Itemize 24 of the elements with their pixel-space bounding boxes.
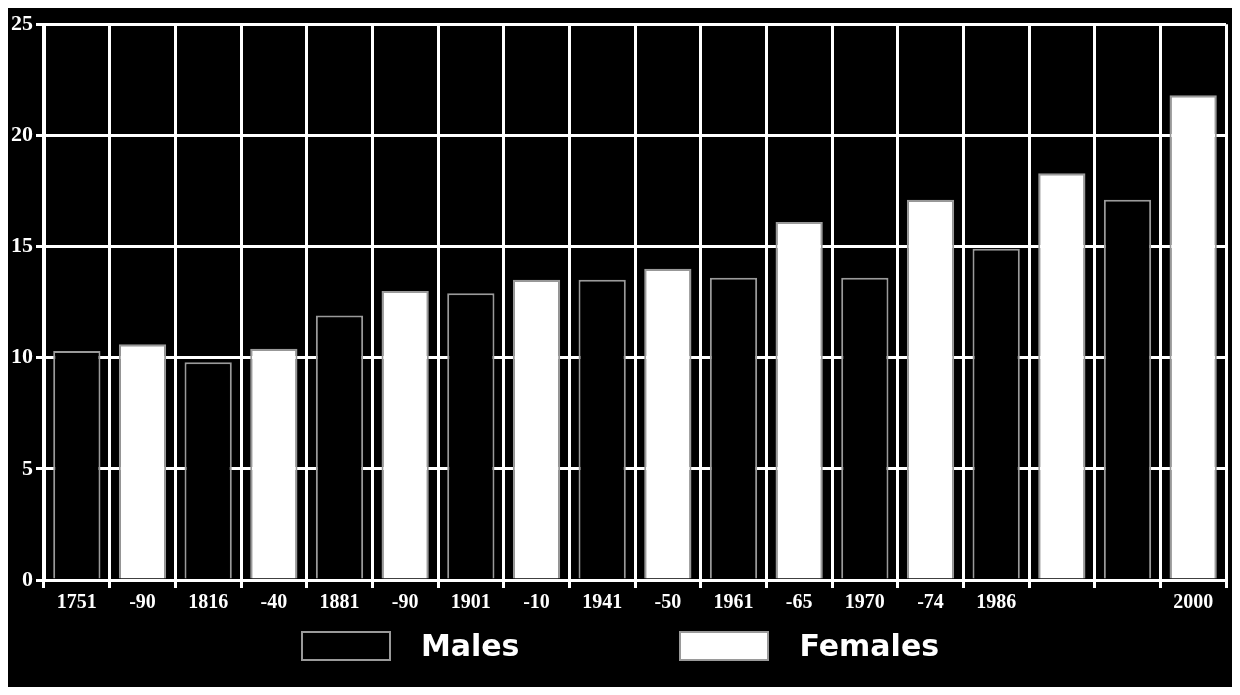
y-tick-label: 20 [11, 121, 33, 147]
x-tick-label: -90 [129, 590, 156, 613]
x-tick-label: -74 [917, 590, 944, 613]
x-tick-label: 1816 [188, 590, 229, 613]
y-tick-label: 10 [11, 343, 33, 369]
x-tick-label: 1986 [976, 590, 1017, 613]
y-tick-label: 15 [11, 232, 33, 258]
legend-label: Females [799, 628, 940, 663]
x-tick-label: 1961 [713, 590, 754, 613]
x-tick-label: 1751 [56, 590, 97, 613]
x-tick-label: -65 [785, 590, 813, 613]
x-tick-label: -50 [654, 590, 682, 613]
x-tick-label: 1970 [844, 590, 885, 613]
x-tick-label: 1881 [319, 590, 360, 613]
y-tick-label: 25 [11, 9, 33, 35]
x-tick-label: 1901 [450, 590, 491, 613]
x-tick-label: 1941 [582, 590, 623, 613]
x-tick-label: -10 [523, 590, 550, 613]
x-tick-label: 2000 [1173, 590, 1214, 613]
y-tick-label: 0 [22, 565, 33, 591]
x-tick-label: -90 [391, 590, 419, 613]
x-tick-label: -40 [260, 590, 288, 613]
series-label: Males [420, 628, 520, 663]
y-tick-label: 5 [22, 454, 33, 480]
